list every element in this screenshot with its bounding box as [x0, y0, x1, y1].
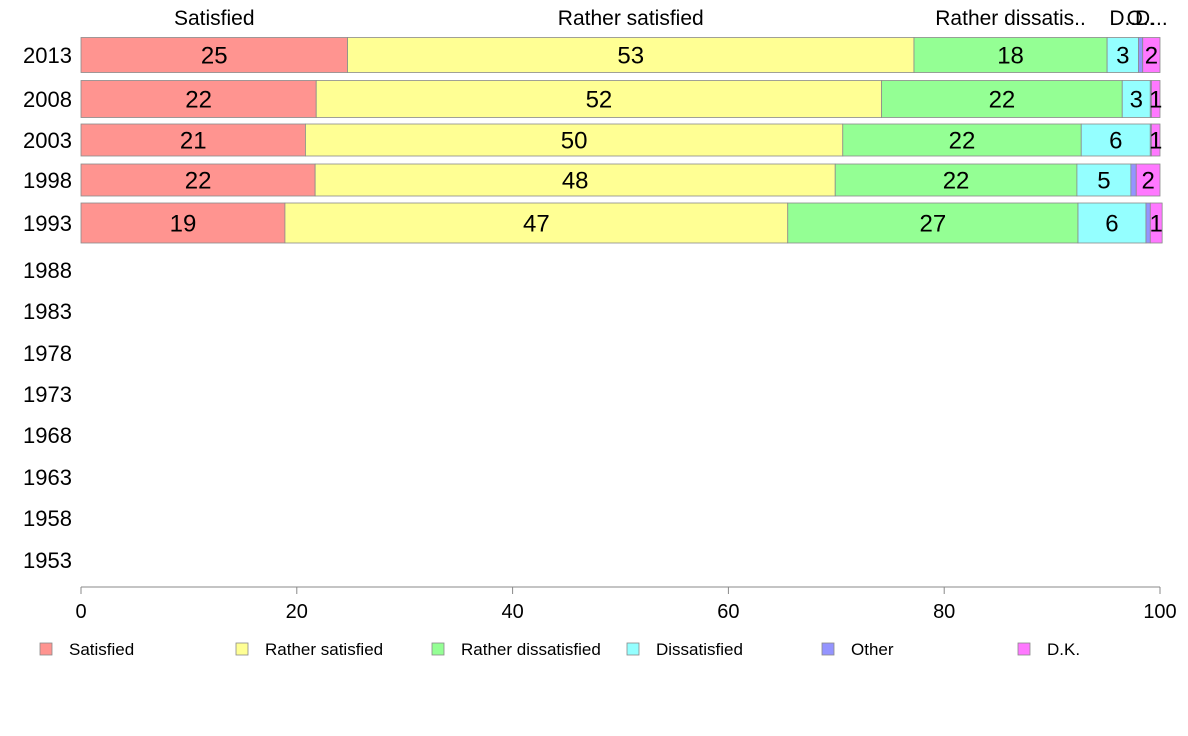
category-label-1983: 1983 [23, 299, 72, 324]
category-label-1993: 1993 [23, 211, 72, 236]
legend-swatch [626, 642, 640, 656]
column-headers: Satisfied Rather satisfied Rather dissatis… [174, 7, 1168, 30]
category-label-2008: 2008 [23, 87, 72, 112]
bar-segment [1130, 163, 1137, 197]
legend-swatch [235, 642, 249, 656]
legend-label: Satisfied [69, 640, 134, 659]
bar-segment [1150, 80, 1161, 118]
legend: Satisfied Rather satisfied Rather dissatis… [39, 640, 1080, 659]
column-header: D.. [1109, 7, 1136, 30]
bars: 25 53 18 3 222 52 22 3 121 50 22 6 122 48 22 5 219 47 27 6 1 [80, 37, 1163, 244]
category-label-1998: 1998 [23, 168, 72, 193]
bar-segment [1149, 202, 1163, 244]
data-label: 18 [997, 43, 1024, 70]
category-label-1958: 1958 [23, 506, 72, 531]
bar-segment [881, 80, 1123, 118]
data-label: 6 [1109, 128, 1122, 155]
data-label: 27 [920, 211, 947, 238]
data-label: 6 [1105, 211, 1118, 238]
category-label-1953: 1953 [23, 548, 72, 573]
x-tick-label: 60 [717, 601, 739, 623]
data-label: 22 [185, 87, 212, 114]
data-label: 48 [562, 168, 589, 195]
column-header: Rather satisfied [558, 7, 704, 30]
legend-swatch [39, 642, 53, 656]
bar-segment [80, 163, 316, 197]
bar-segment [284, 202, 789, 244]
category-labels: 2013 2008 2003 1998 1993 1988 1983 1978 1973 1968… [23, 43, 72, 573]
bar-segment [314, 163, 836, 197]
bar-segment [80, 80, 317, 118]
bar-segment [787, 202, 1079, 244]
bar-segment [1076, 163, 1132, 197]
data-label: 50 [561, 128, 588, 155]
bar-segment [315, 80, 883, 118]
bar-segment [1106, 37, 1139, 73]
data-label: 2 [1141, 168, 1154, 195]
x-tick-label: 0 [75, 601, 86, 623]
legend-label: Dissatisfied [656, 640, 743, 659]
category-label-1978: 1978 [23, 341, 72, 366]
bar-segment [1138, 37, 1144, 73]
bar-segment [80, 37, 348, 73]
data-label: 22 [989, 87, 1016, 114]
data-label: 21 [180, 128, 207, 155]
data-label: 22 [185, 168, 212, 195]
category-label-1973: 1973 [23, 382, 72, 407]
category-label-1988: 1988 [23, 258, 72, 283]
data-label: 19 [170, 211, 197, 238]
category-label-2003: 2003 [23, 128, 72, 153]
bar-segment [305, 123, 844, 157]
bar-segment [1142, 37, 1161, 73]
legend-swatch [1017, 642, 1031, 656]
column-header: Satisfied [174, 7, 255, 30]
legend-swatch [431, 642, 445, 656]
bar-segment [913, 37, 1108, 73]
category-label-1968: 1968 [23, 423, 72, 448]
bar-segment [80, 202, 286, 244]
bar-segment [80, 123, 306, 157]
bar-segment [1150, 123, 1161, 157]
category-label-2013: 2013 [23, 43, 72, 68]
legend-label: Other [851, 640, 894, 659]
column-header: O.. [1127, 7, 1155, 30]
data-label: 5 [1097, 168, 1110, 195]
category-label-1963: 1963 [23, 465, 72, 490]
legend-label: Rather satisfied [265, 640, 383, 659]
x-tick-label: 100 [1143, 601, 1176, 623]
column-header: Rather dissatis.. [935, 7, 1086, 30]
bar-segment [1077, 202, 1147, 244]
data-label: 52 [586, 87, 613, 114]
data-label: 2 [1145, 43, 1158, 70]
data-label: 53 [617, 43, 644, 70]
legend-swatch [821, 642, 835, 656]
column-header: D... [1135, 7, 1168, 30]
legend-label: Rather dissatisfied [461, 640, 601, 659]
data-label: 1 [1150, 211, 1163, 238]
data-label: 3 [1130, 87, 1143, 114]
data-label: 1 [1149, 87, 1162, 114]
bar-segment [834, 163, 1078, 197]
data-label: 47 [523, 211, 550, 238]
bar-segment [1121, 80, 1151, 118]
x-tick-label: 40 [501, 601, 523, 623]
legend-label: D.K. [1047, 640, 1080, 659]
data-label: 22 [949, 128, 976, 155]
bar-segment [842, 123, 1082, 157]
bar-segment [1135, 163, 1161, 197]
data-label: 22 [943, 168, 970, 195]
x-tick-label: 80 [933, 601, 955, 623]
x-tick-label: 20 [286, 601, 308, 623]
data-label: 1 [1149, 128, 1162, 155]
x-axis: 0 20 40 60 80 100 [75, 586, 1177, 623]
data-label: 3 [1116, 43, 1129, 70]
bar-segment [1080, 123, 1151, 157]
data-label: 25 [201, 43, 228, 70]
